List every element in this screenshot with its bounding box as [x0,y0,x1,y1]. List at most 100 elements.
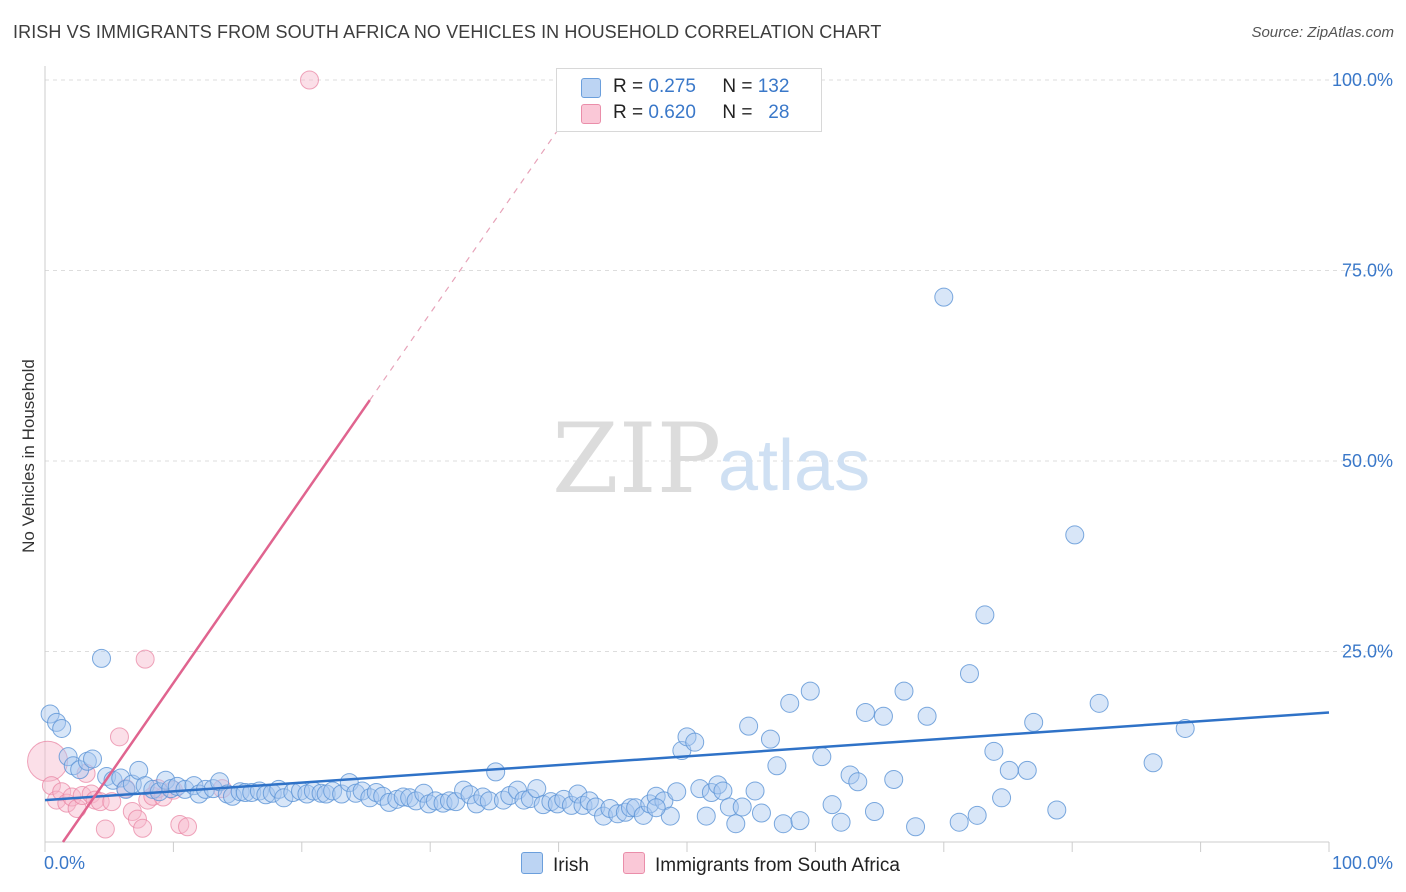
point-irish-74 [533,795,553,815]
point-irish-130 [967,805,987,825]
y-tick-label-0: 25.0% [1342,642,1393,662]
point-irish-126 [917,706,937,726]
point-irish-56 [414,783,434,803]
point-irish-101 [708,775,728,795]
series-south-africa-points [27,70,320,839]
watermark-zip: ZIP [552,403,721,515]
point-irish-94 [667,782,687,802]
point-irish-127 [934,287,954,307]
point-irish-115 [812,747,832,767]
point-irish-7 [83,749,103,769]
point-irish-107 [745,781,765,801]
point-irish-119 [848,772,868,792]
y-axis-label: No Vehicles in Household [19,359,38,553]
point-south-africa-3 [52,782,72,802]
point-irish-114 [800,681,820,701]
point-irish-109 [760,729,780,749]
point-irish-129 [959,664,979,684]
point-south-africa-24 [170,814,190,834]
point-irish-105 [732,797,752,817]
point-irish-78 [561,795,581,815]
point-irish-6 [77,751,97,771]
point-irish-77 [554,789,574,809]
point-irish-60 [439,791,459,811]
point-irish-138 [1065,525,1085,545]
point-irish-131 [975,605,995,625]
point-irish-111 [773,814,793,834]
point-irish-31 [242,782,262,802]
point-irish-142 [646,798,666,818]
point-irish-36 [274,788,294,808]
point-irish-139 [1089,693,1109,713]
legend-item-south-africa: Immigrants from South Africa [623,852,900,877]
point-irish-88 [626,798,646,818]
point-irish-136 [1024,712,1044,732]
point-irish-47 [352,781,372,801]
point-irish-140 [1143,753,1163,773]
point-irish-116 [822,795,842,815]
legend-swatch-irish [581,78,601,98]
point-irish-5 [70,760,90,780]
watermark-atlas: atlas [718,426,870,506]
point-irish-124 [894,681,914,701]
trend-line-south-africa-extension [369,110,572,401]
point-south-africa-25 [178,817,198,837]
source-credit: Source: ZipAtlas.com [1251,24,1394,41]
legend-label-south-africa: Immigrants from South Africa [655,855,900,876]
correlation-legend: R = 0.275 N = 132 R = 0.620 N = 28 [556,68,822,132]
point-irish-128 [949,812,969,832]
point-irish-44 [332,784,352,804]
point-south-africa-14 [109,727,129,747]
legend-item-irish: Irish [521,852,589,877]
legend-n-value-south-africa: 28 [768,102,790,123]
point-irish-106 [739,716,759,736]
point-irish-83 [594,806,614,826]
point-irish-93 [660,806,680,826]
point-irish-73 [527,779,547,799]
x-tick-label-1: 100.0% [1332,853,1393,873]
point-irish-53 [393,787,413,807]
point-irish-117 [831,812,851,832]
point-irish-58 [425,791,445,811]
point-irish-112 [780,693,800,713]
point-irish-55 [406,791,426,811]
chart-title: IRISH VS IMMIGRANTS FROM SOUTH AFRICA NO… [13,22,882,42]
point-south-africa-0 [27,740,69,782]
legend-r-value-south-africa: 0.620 [648,102,696,123]
axis-ticks: 25.0% 50.0% 75.0% 100.0% 0.0% 100.0% [44,70,1393,873]
legend-swatch-irish [521,852,543,874]
point-south-africa-18 [133,818,153,838]
point-irish-141 [1175,718,1195,738]
y-tick-label-3: 100.0% [1332,70,1393,90]
series-irish-points [40,287,1195,837]
point-south-africa-13 [102,792,122,812]
point-irish-71 [514,790,534,810]
point-irish-110 [767,756,787,776]
point-irish-113 [790,811,810,831]
legend-n-label: N = [722,102,753,123]
legend-swatch-south-africa [623,852,645,874]
point-irish-1 [47,712,67,732]
point-irish-79 [568,784,588,804]
legend-r-value-irish: 0.275 [648,76,696,97]
point-irish-134 [999,760,1019,780]
point-irish-66 [479,791,499,811]
point-irish-135 [1017,760,1037,780]
legend-swatch-south-africa [581,104,601,124]
y-tick-label-2: 75.0% [1342,261,1393,281]
point-irish-102 [713,781,733,801]
point-irish-122 [873,706,893,726]
legend-n-value-irish: 132 [757,76,790,97]
point-irish-11 [111,768,131,788]
point-irish-85 [608,804,628,824]
point-irish-97 [685,732,705,752]
y-tick-label-1: 50.0% [1342,451,1393,471]
point-irish-137 [1047,800,1067,820]
point-south-africa-17 [127,809,147,829]
trend-line-south-africa [61,399,371,843]
series-legend: Irish Immigrants from South Africa [0,852,1406,878]
point-irish-125 [906,817,926,837]
point-south-africa-12 [95,819,115,839]
point-irish-8 [91,648,111,668]
